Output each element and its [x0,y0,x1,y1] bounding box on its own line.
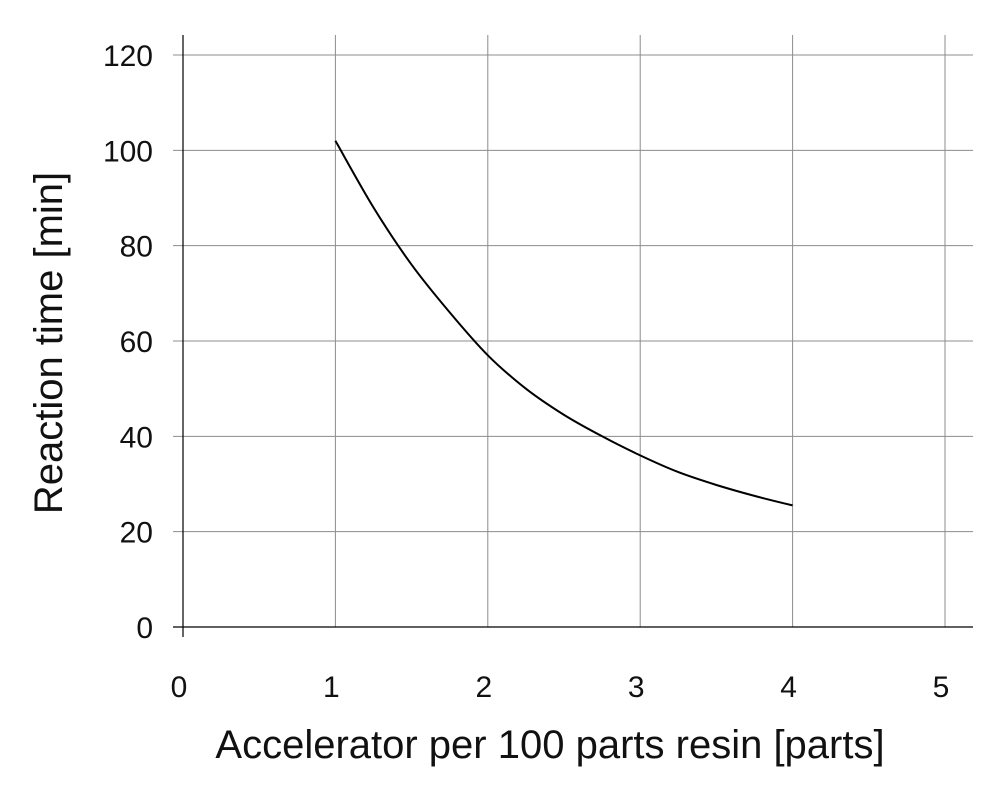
x-tick-label: 4 [780,671,797,704]
y-tick-label: 120 [103,40,153,73]
grid-lines [173,35,973,627]
x-tick-label: 0 [171,671,188,704]
x-tick-label: 1 [323,671,340,704]
y-tick-label: 60 [120,326,153,359]
y-tick-label: 80 [120,231,153,264]
y-tick-label: 20 [120,517,153,550]
y-tick-label: 0 [136,612,153,645]
series-line-reaction-time [334,140,793,507]
y-tick-labels: 0 20 40 60 80 100 120 [103,40,153,645]
x-tick-label: 5 [933,671,950,704]
x-tick-label: 3 [628,671,645,704]
y-tick-label: 40 [120,421,153,454]
y-axis-title: Reaction time [min] [27,172,71,514]
x-tick-labels: 0 1 2 3 4 5 [171,671,950,704]
y-tick-label: 100 [103,135,153,168]
x-axis-title: Accelerator per 100 parts resin [parts] [215,723,884,767]
x-tick-label: 2 [475,671,492,704]
axes [173,35,973,637]
